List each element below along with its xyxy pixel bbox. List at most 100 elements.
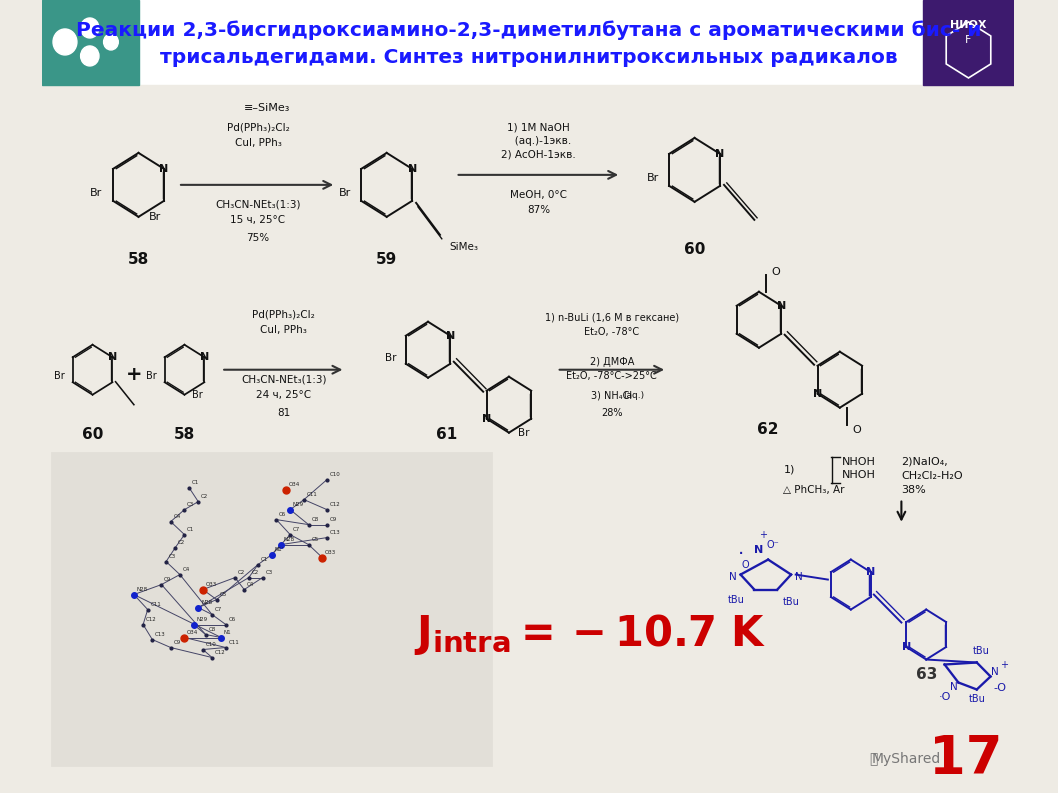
- Text: N: N: [715, 149, 725, 159]
- Text: O: O: [852, 425, 861, 435]
- Text: C5: C5: [311, 537, 318, 542]
- Text: +: +: [126, 366, 142, 385]
- Text: N: N: [777, 301, 786, 311]
- Text: NHOH: NHOH: [842, 469, 876, 480]
- Text: 62: 62: [758, 422, 779, 437]
- Text: Реакции 2,3-бисгидроксиамино-2,3-диметилбутана с ароматическими бис- и: Реакции 2,3-бисгидроксиамино-2,3-диметил…: [76, 20, 982, 40]
- Text: N1': N1': [274, 546, 284, 552]
- Text: △ PhCH₃, Ar: △ PhCH₃, Ar: [783, 485, 845, 495]
- Text: C1: C1: [191, 480, 199, 485]
- Text: N: N: [867, 567, 875, 577]
- Text: C4: C4: [247, 581, 254, 587]
- Circle shape: [53, 29, 77, 55]
- Text: +: +: [760, 530, 767, 539]
- Text: 60: 60: [683, 243, 706, 257]
- Text: Br: Br: [339, 188, 351, 198]
- Text: F: F: [965, 35, 971, 45]
- Text: N: N: [729, 572, 737, 581]
- Text: $\mathbf{J}_{\mathbf{intra}}$$\mathbf{= -10.7\ K}$: $\mathbf{J}_{\mathbf{intra}}$$\mathbf{= …: [414, 612, 766, 657]
- Text: C2: C2: [178, 539, 185, 545]
- Text: N28: N28: [284, 537, 295, 542]
- Text: C7: C7: [293, 527, 300, 531]
- Text: -O: -O: [993, 684, 1006, 694]
- Bar: [42, 85, 1015, 792]
- Text: 61: 61: [436, 427, 457, 442]
- Text: Pd(PPh₃)₂Cl₂: Pd(PPh₃)₂Cl₂: [226, 123, 290, 133]
- Text: C1: C1: [187, 527, 195, 531]
- Text: N: N: [950, 683, 957, 692]
- Text: N28: N28: [201, 600, 213, 604]
- Text: NHOH: NHOH: [842, 457, 876, 466]
- Text: CuI, PPh₃: CuI, PPh₃: [235, 138, 281, 147]
- Text: 2)NaIO₄,: 2)NaIO₄,: [901, 457, 948, 466]
- Circle shape: [104, 34, 118, 50]
- Bar: [923, 0, 1015, 85]
- Text: 59: 59: [376, 252, 398, 267]
- Text: C9: C9: [330, 516, 336, 522]
- Text: C2: C2: [238, 569, 245, 575]
- Text: C11: C11: [150, 602, 161, 607]
- Text: C3: C3: [187, 502, 195, 507]
- Text: C13: C13: [330, 530, 341, 534]
- Text: C3: C3: [169, 554, 176, 558]
- Text: O: O: [742, 560, 749, 569]
- Text: C6: C6: [279, 511, 287, 516]
- Text: N: N: [482, 414, 491, 423]
- Text: N: N: [108, 352, 117, 362]
- Text: N29: N29: [197, 616, 207, 622]
- Text: C4: C4: [183, 566, 189, 572]
- Text: C11: C11: [307, 492, 317, 496]
- Text: 81: 81: [277, 408, 290, 418]
- Text: tBu: tBu: [968, 695, 985, 704]
- Text: 28%: 28%: [601, 408, 622, 418]
- Text: N: N: [445, 331, 455, 341]
- Circle shape: [80, 46, 99, 66]
- Text: C11: C11: [229, 639, 239, 645]
- Text: Br: Br: [385, 353, 397, 362]
- Text: MyShared: MyShared: [872, 753, 941, 767]
- Text: C2: C2: [201, 493, 208, 499]
- Text: C8: C8: [208, 626, 216, 631]
- Bar: [42, 0, 139, 85]
- Text: Et₂O, -78°C->25°C: Et₂O, -78°C->25°C: [566, 370, 657, 381]
- Text: 1) n-BuLi (1,6 М в гексане): 1) n-BuLi (1,6 М в гексане): [545, 312, 679, 323]
- Text: 58: 58: [174, 427, 195, 442]
- Text: ·O: ·O: [938, 692, 951, 703]
- Text: N: N: [795, 572, 802, 581]
- Bar: [42, 0, 1015, 85]
- Text: C8: C8: [311, 516, 318, 522]
- Text: Br: Br: [191, 389, 203, 400]
- Text: 3) NH₄Cl: 3) NH₄Cl: [591, 391, 633, 400]
- Text: C9: C9: [164, 577, 171, 581]
- Text: N: N: [754, 545, 764, 554]
- Text: C12: C12: [330, 502, 341, 507]
- Text: N: N: [200, 352, 209, 362]
- Text: 1) 1M NaOH: 1) 1M NaOH: [507, 123, 569, 133]
- Text: tBu: tBu: [783, 596, 800, 607]
- Text: N: N: [160, 164, 168, 174]
- Text: 60: 60: [81, 427, 104, 442]
- Text: N1: N1: [224, 630, 232, 634]
- Text: Pd(PPh₃)₂Cl₂: Pd(PPh₃)₂Cl₂: [253, 310, 315, 320]
- Text: 63: 63: [915, 667, 937, 682]
- Text: 2) AcOH-1экв.: 2) AcOH-1экв.: [500, 150, 576, 160]
- Text: Br: Br: [517, 427, 529, 438]
- Text: N: N: [991, 666, 999, 676]
- Text: N: N: [407, 164, 417, 174]
- Text: N: N: [901, 642, 911, 652]
- Text: MeOH, 0°C: MeOH, 0°C: [510, 190, 567, 200]
- Text: Br: Br: [90, 188, 103, 198]
- Text: O: O: [771, 266, 780, 277]
- Text: Br: Br: [646, 173, 659, 183]
- Text: Br: Br: [146, 371, 157, 381]
- Text: 58: 58: [128, 252, 149, 267]
- Text: SiMe₃: SiMe₃: [450, 242, 478, 252]
- Text: Et₂O, -78°C: Et₂O, -78°C: [584, 327, 639, 337]
- Text: ≡–SiMe₃: ≡–SiMe₃: [244, 103, 290, 113]
- Text: 17: 17: [929, 734, 1003, 785]
- Text: ·: ·: [737, 545, 744, 564]
- Text: O⁻: O⁻: [766, 539, 779, 550]
- Text: 2) ДМФА: 2) ДМФА: [589, 357, 634, 366]
- Text: N28: N28: [136, 587, 148, 592]
- Text: 24 ч, 25°C: 24 ч, 25°C: [256, 389, 311, 400]
